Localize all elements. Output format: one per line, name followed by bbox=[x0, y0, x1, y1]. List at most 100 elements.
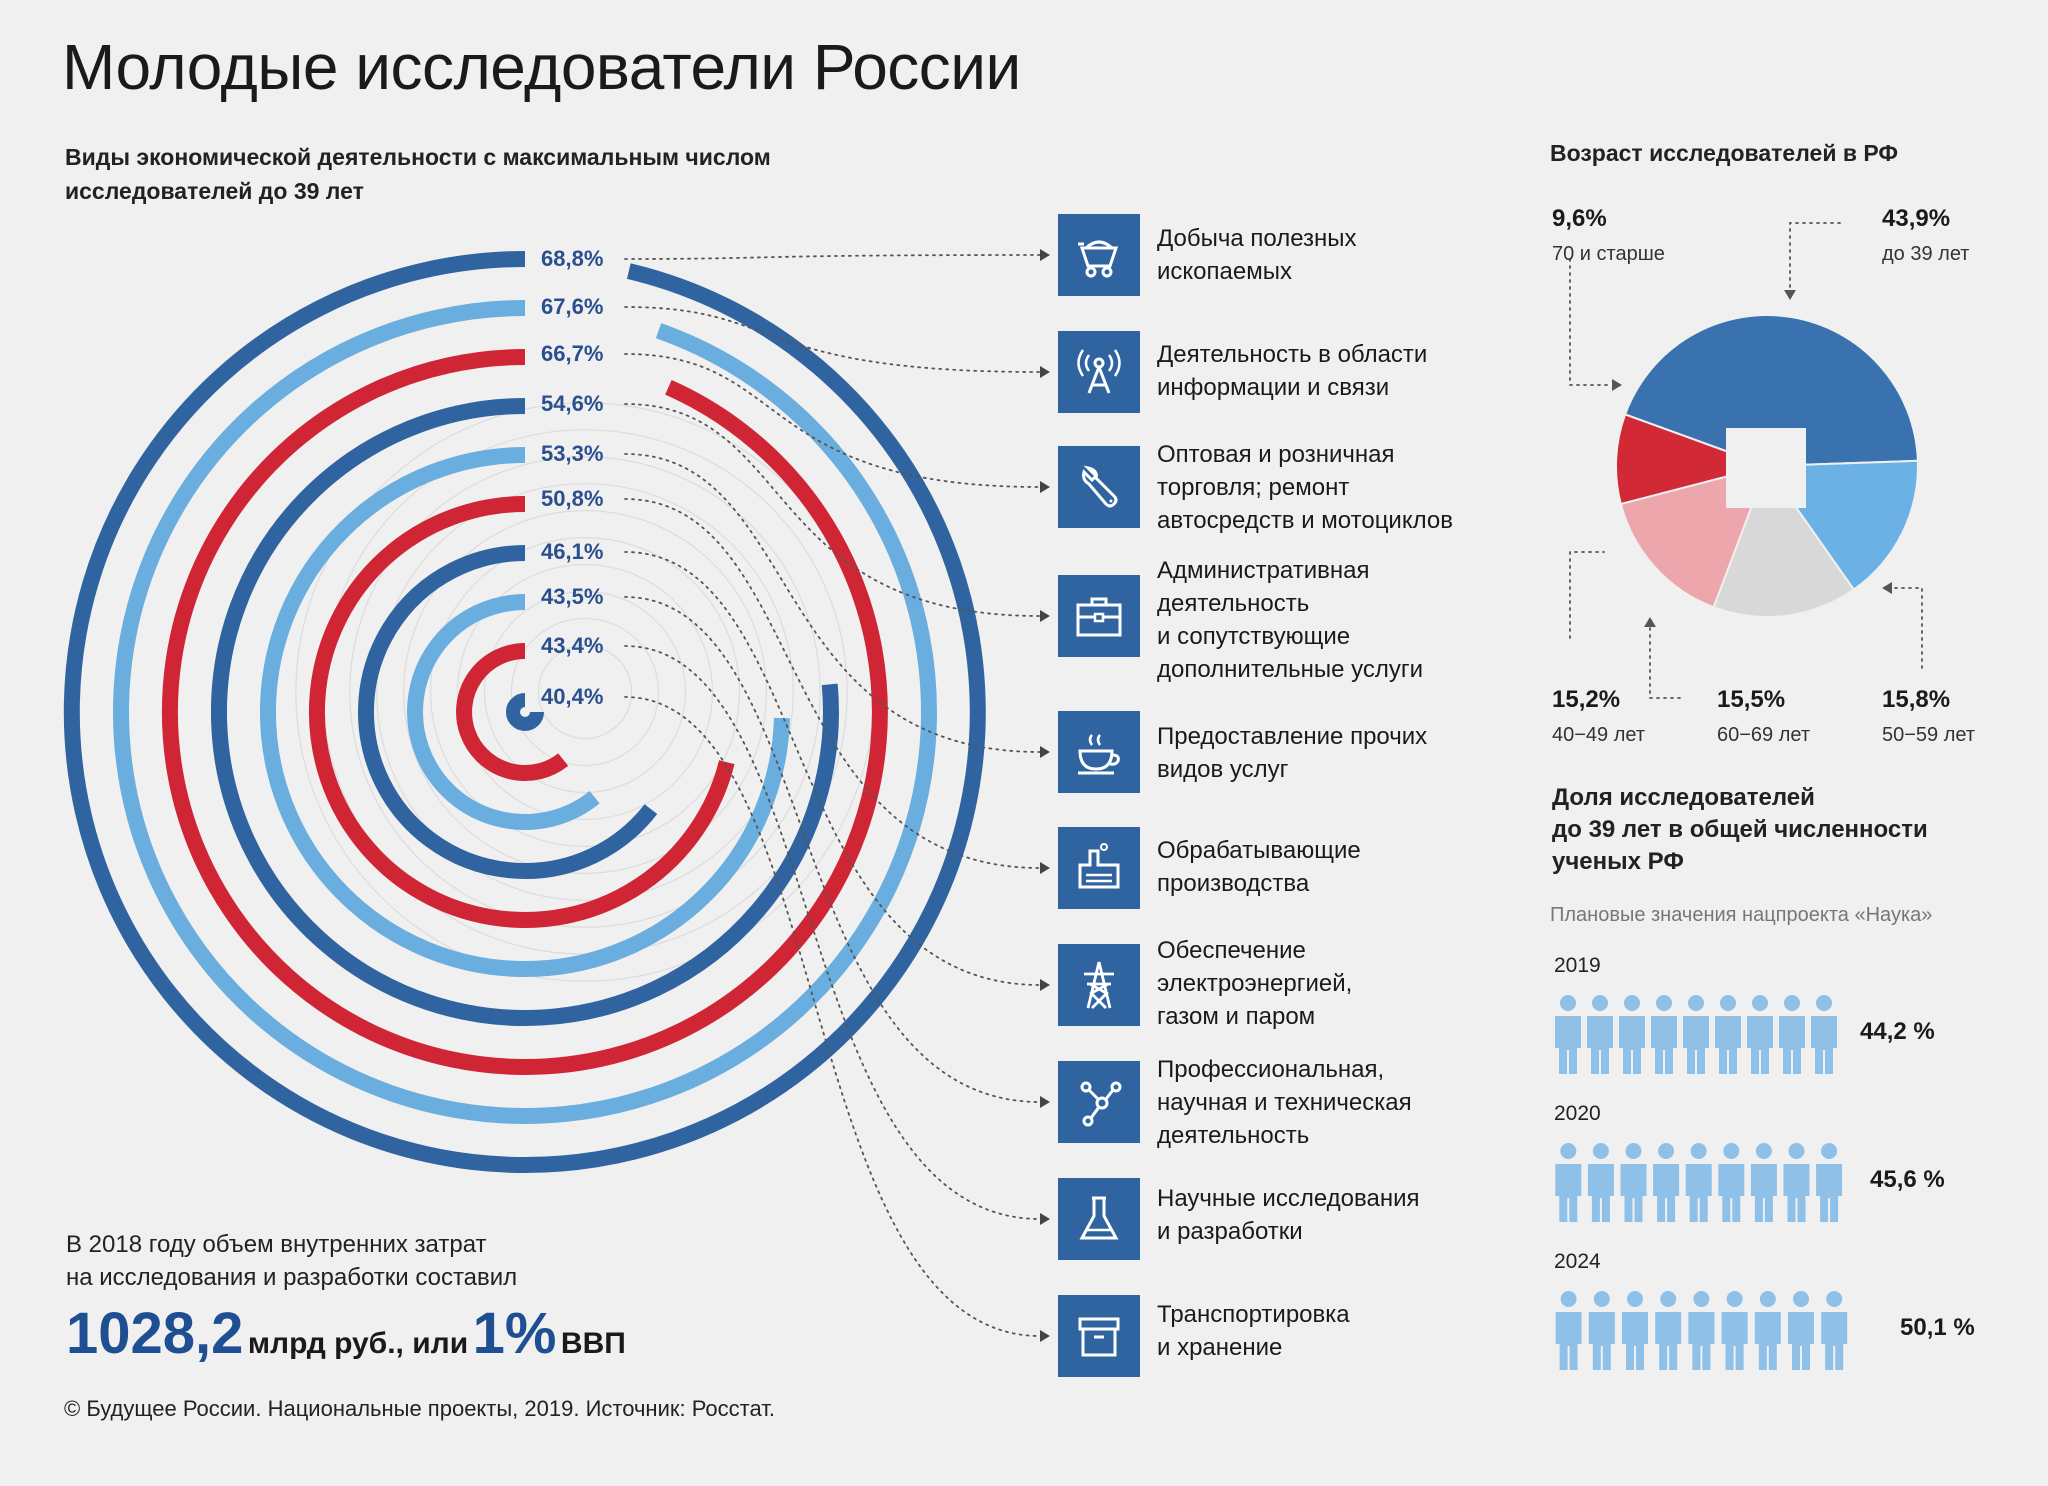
ring-connector bbox=[624, 254, 1041, 260]
category-label-line: и хранение bbox=[1157, 1334, 1283, 1361]
category-label: Административная деятельность и сопутствую… bbox=[1157, 554, 1487, 686]
spend-line: В 2018 году объем внутренних затрат bbox=[66, 1231, 487, 1258]
ring-percent-label: 43,4% bbox=[541, 633, 604, 658]
category-label: Предоставление прочих видов услуг bbox=[1157, 720, 1487, 786]
ring-arc bbox=[260, 447, 790, 977]
category-label: Деятельность в области информации и связи bbox=[1157, 338, 1487, 404]
person-icon bbox=[1620, 1143, 1647, 1222]
person-icon bbox=[1653, 1143, 1680, 1222]
ring-connector bbox=[624, 498, 1041, 869]
spend-gdp: 1% bbox=[472, 1301, 557, 1366]
guide-circle bbox=[483, 590, 687, 794]
people-row bbox=[1555, 1291, 1848, 1370]
category-label: Профессиональная, научная и техническая де… bbox=[1157, 1053, 1487, 1152]
age-40-percent: 15,2% bbox=[1552, 686, 1621, 713]
spend-line: на исследования и разработки составил bbox=[66, 1264, 518, 1291]
pie-connectors bbox=[1569, 222, 1923, 699]
category-label-line: деятельность bbox=[1157, 590, 1310, 617]
person-icon bbox=[1750, 1143, 1777, 1222]
age-60-label: 60−69 лет bbox=[1717, 724, 1811, 746]
ring-arc bbox=[357, 545, 658, 879]
spend-gdp-unit: ВВП bbox=[560, 1327, 626, 1360]
category-label: Транспортировка и хранение bbox=[1157, 1298, 1487, 1364]
connector-arrowheads bbox=[1040, 249, 1050, 1342]
person-icon bbox=[1718, 1143, 1745, 1222]
age-pie-slices bbox=[1614, 314, 1919, 618]
guide-circle bbox=[510, 617, 660, 767]
age-70-percent: 9,6% bbox=[1552, 205, 1607, 232]
category-label: Обрабатывающие производства bbox=[1157, 834, 1487, 900]
category-label-line: Деятельность в области bbox=[1157, 341, 1428, 368]
ring-percent-label: 68,8% bbox=[541, 246, 604, 271]
person-icon bbox=[1651, 995, 1677, 1074]
person-icon bbox=[1715, 995, 1741, 1074]
category-label-line: ископаемых bbox=[1157, 258, 1292, 285]
pie-slice bbox=[1712, 463, 1856, 618]
category-label-line: производства bbox=[1157, 870, 1310, 897]
connector-arrowhead bbox=[1040, 862, 1050, 874]
guide-circle bbox=[403, 510, 767, 874]
category-label-line: Транспортировка bbox=[1157, 1301, 1350, 1328]
power-tower-icon bbox=[1058, 944, 1140, 1026]
pie-slice bbox=[1623, 314, 1919, 468]
ring-percent-label: 40,4% bbox=[541, 684, 604, 709]
person-icon bbox=[1587, 1143, 1614, 1222]
age-50-percent: 15,8% bbox=[1882, 686, 1951, 713]
spend-text: В 2018 году объем внутренних затрат на и… bbox=[66, 1228, 586, 1294]
category-label-line: и сопутствующие bbox=[1157, 623, 1351, 650]
person-icon bbox=[1555, 995, 1581, 1074]
pie-center-square bbox=[1726, 428, 1806, 508]
category-label-line: автосредств и мотоциклов bbox=[1157, 507, 1453, 534]
rings-connectors bbox=[624, 254, 1041, 1337]
share-value: 50,1 % bbox=[1900, 1314, 1975, 1341]
person-icon bbox=[1816, 1143, 1843, 1222]
page-title: Молодые исследователи России bbox=[62, 31, 1021, 103]
share-value: 45,6 % bbox=[1870, 1166, 1945, 1193]
age-60-percent: 15,5% bbox=[1717, 686, 1786, 713]
ring-connector bbox=[624, 453, 1041, 753]
category-label-line: видов услуг bbox=[1157, 756, 1289, 783]
connector-arrowhead bbox=[1040, 366, 1050, 378]
molecule-icon bbox=[1058, 1061, 1140, 1143]
category-label-line: Предоставление прочих bbox=[1157, 723, 1428, 750]
ring-arc bbox=[407, 594, 600, 830]
ring-percent-label: 66,7% bbox=[541, 341, 604, 366]
category-label-line: Оптовая и розничная bbox=[1157, 441, 1395, 468]
ring-arc bbox=[506, 693, 544, 731]
person-icon bbox=[1811, 995, 1837, 1074]
category-label: Обеспечение электроэнергией, газом и паром bbox=[1157, 934, 1487, 1033]
share-title: Доля исследователей до 39 лет в общей чи… bbox=[1552, 782, 1982, 878]
rings-arcs bbox=[63, 251, 986, 1173]
flask-icon bbox=[1058, 1178, 1140, 1260]
wrench-icon bbox=[1058, 446, 1140, 528]
share-year: 2019 bbox=[1554, 954, 1601, 977]
age-39-percent: 43,9% bbox=[1882, 205, 1951, 232]
spend-amount: 1028,2 bbox=[66, 1301, 244, 1366]
connector-arrowhead bbox=[1040, 481, 1050, 493]
connector-arrowhead bbox=[1040, 1330, 1050, 1342]
factory-icon bbox=[1058, 827, 1140, 909]
share-title-line: ученых РФ bbox=[1552, 848, 1684, 875]
pie-arrowheads bbox=[1612, 290, 1892, 627]
ring-connector bbox=[624, 403, 1041, 617]
box-icon bbox=[1058, 1295, 1140, 1377]
category-label-line: газом и паром bbox=[1157, 1003, 1316, 1030]
source-note: © Будущее России. Национальные проекты, … bbox=[64, 1396, 775, 1421]
age-50-label: 50−59 лет bbox=[1882, 724, 1976, 746]
ring-connector bbox=[624, 696, 1041, 1337]
category-label-line: Добыча полезных bbox=[1157, 225, 1357, 252]
share-value: 44,2 % bbox=[1860, 1018, 1935, 1045]
category-label-line: Административная bbox=[1157, 557, 1370, 584]
person-icon bbox=[1619, 995, 1645, 1074]
category-label-line: Научные исследования bbox=[1157, 1185, 1420, 1212]
ring-arc bbox=[161, 349, 888, 1075]
antenna-icon bbox=[1058, 331, 1140, 413]
age-chart-title: Возраст исследователей в РФ bbox=[1550, 140, 1899, 166]
rings-chart-subtitle: Виды экономической деятельности с максим… bbox=[65, 144, 771, 204]
ring-connector bbox=[624, 645, 1041, 1220]
person-icon bbox=[1779, 995, 1805, 1074]
person-icon bbox=[1688, 1291, 1715, 1370]
person-icon bbox=[1685, 1143, 1712, 1222]
mining-cart-icon bbox=[1058, 214, 1140, 296]
category-label: Научные исследования и разработки bbox=[1157, 1182, 1487, 1248]
